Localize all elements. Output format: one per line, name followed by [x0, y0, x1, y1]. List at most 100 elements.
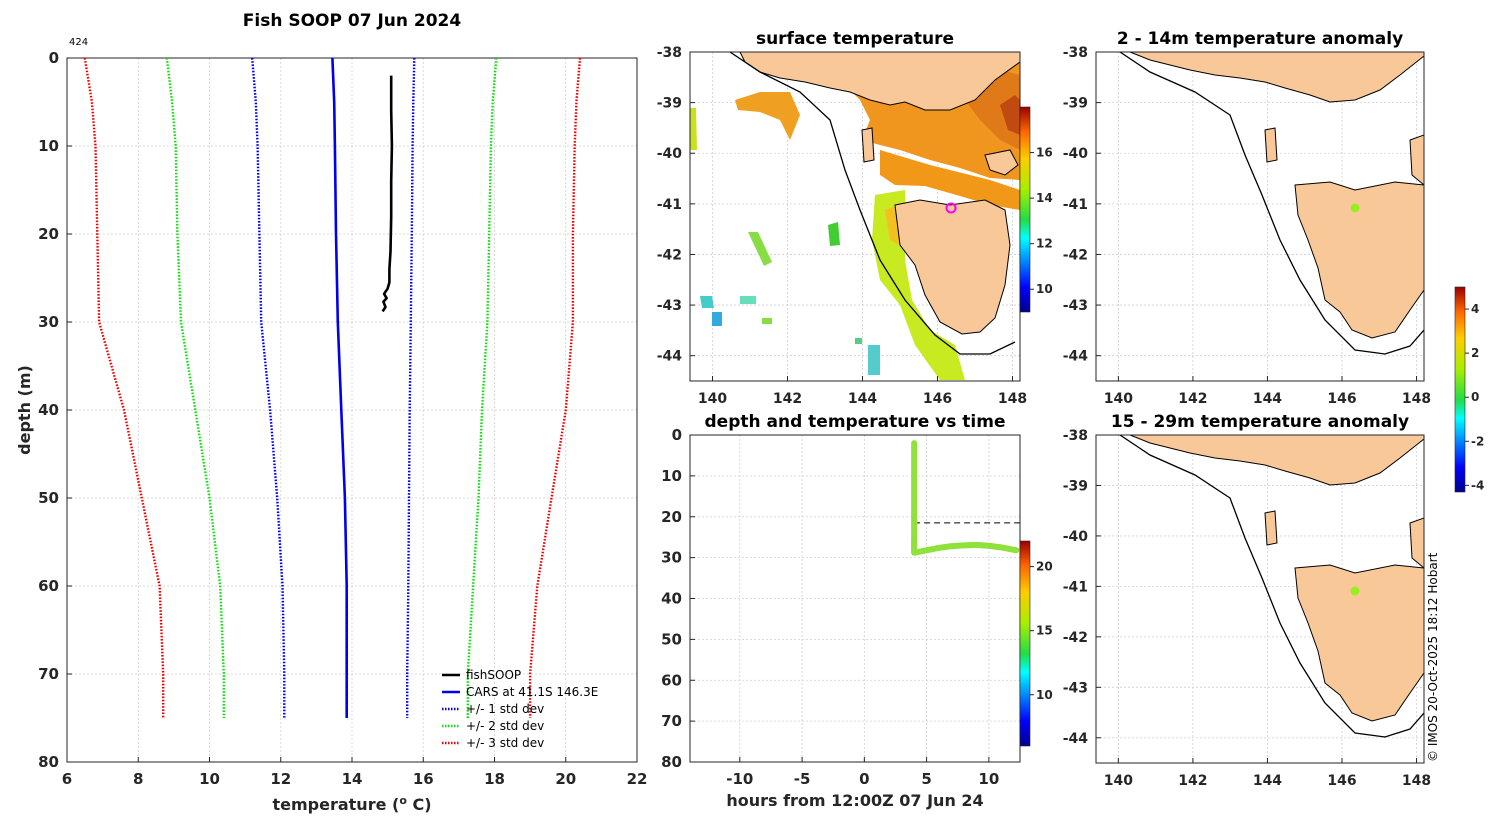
colorbar-tick-label: 10 [1036, 282, 1053, 296]
anomaly-deep-axes-frame [1095, 434, 1425, 764]
anomaly-deep-map [1119, 435, 1424, 738]
flinders-island [1409, 134, 1424, 186]
mainland-australia [1129, 52, 1424, 103]
y-tick-label: -40 [1063, 146, 1089, 162]
x-tick-label: -10 [726, 770, 753, 788]
x-tick-label: 18 [484, 770, 505, 788]
legend-label-cars: CARS at 41.1S 146.3E [466, 685, 598, 699]
tasmania [894, 199, 1011, 335]
profile-series-line-5 [466, 57, 498, 718]
y-tick-label: 50 [661, 630, 682, 648]
mainland-australia [1129, 435, 1424, 486]
anomaly-colorbar-ticks: 4 2 0 -2 -4 [1465, 302, 1484, 492]
colorbar-tick-label: -4 [1471, 478, 1484, 492]
y-tick-label: 20 [661, 508, 682, 526]
x-tick-label: 14 [342, 770, 363, 788]
colorbar-tick-label: 2 [1471, 346, 1479, 360]
profile-title: Fish SOOP 07 Jun 2024 [243, 11, 462, 31]
x-tick-label: 142 [1178, 391, 1207, 407]
x-tick-label: 146 [1327, 391, 1356, 407]
anomaly-deep-panel: 15 - 29m temperature anomaly 140 142 144 14… [1063, 412, 1431, 789]
anomaly-deep-y-ticks: -38 -39 -40 -41 -42 -43 -44 [1063, 428, 1101, 747]
king-island [1264, 127, 1278, 163]
time-grid [690, 434, 1020, 763]
colorbar-tick-label: 10 [1036, 688, 1053, 702]
y-tick-label: -39 [1063, 96, 1088, 112]
x-tick-label: -5 [794, 770, 811, 788]
time-y-ticks: 0 10 20 30 40 50 60 70 80 [661, 426, 695, 771]
x-tick-label: 142 [1178, 773, 1207, 789]
sst-map-panel: surface temperature [657, 29, 1053, 407]
time-colorbar [1019, 540, 1031, 747]
y-tick-label: 10 [38, 137, 59, 155]
colorbar-tick-label: 16 [1036, 146, 1053, 160]
y-tick-label: -43 [1063, 680, 1088, 696]
x-tick-label: 148 [998, 391, 1027, 407]
x-tick-label: 140 [1104, 391, 1133, 407]
time-panel: depth and temperature vs time -10 -5 0 5 10 … [661, 412, 1053, 810]
legend-label-3std: +/- 3 std dev [466, 736, 544, 750]
anomaly-shallow-marker [1350, 203, 1360, 213]
legend-label-2std: +/- 2 std dev [466, 719, 544, 733]
x-tick-label: 5 [921, 770, 931, 788]
x-tick-label: 10 [199, 770, 220, 788]
x-tick-label: 6 [62, 770, 72, 788]
y-tick-label: -43 [1063, 298, 1088, 314]
tasmania [1294, 181, 1424, 339]
sst-patch [735, 92, 800, 140]
profile-series-line-4 [165, 57, 226, 718]
sst-patch [855, 338, 862, 344]
shelf-edge-contour [1119, 435, 1424, 738]
sst-patch [762, 318, 772, 324]
time-colorbar-ticks: 10 15 20 [1030, 560, 1053, 702]
anomaly-deep-x-ticks: 140 142 144 146 148 [1104, 758, 1431, 789]
colorbar-tick-label: 4 [1471, 302, 1479, 316]
sst-patch [700, 296, 714, 308]
y-tick-label: -41 [1063, 197, 1088, 213]
x-tick-label: 10 [978, 770, 999, 788]
sst-patch [748, 232, 772, 266]
colorbar-tick-label: 12 [1036, 237, 1053, 251]
shelf-edge-contour [1119, 52, 1424, 355]
sst-station-marker [945, 202, 957, 214]
x-tick-label: 140 [698, 391, 727, 407]
colorbar-tick-label: -2 [1471, 434, 1484, 448]
anomaly-shallow-y-ticks: -38 -39 -40 -41 -42 -43 -44 [1063, 45, 1101, 365]
profile-series-line-0 [381, 75, 394, 313]
time-track-point [1013, 547, 1020, 554]
y-tick-label: 70 [661, 712, 682, 730]
anomaly-deep-marker [1350, 586, 1360, 596]
legend-label-1std: +/- 1 std dev [466, 702, 544, 716]
colorbar-tick-label: 0 [1471, 390, 1479, 404]
profile-ylabel: depth (m) [15, 365, 34, 455]
y-tick-label: 60 [38, 577, 59, 595]
time-x-ticks: -10 -5 0 5 10 [726, 757, 999, 788]
profile-grid [66, 57, 638, 763]
y-tick-label: 30 [38, 313, 59, 331]
x-tick-label: 144 [1253, 773, 1282, 789]
time-track [911, 440, 1020, 556]
y-tick-label: 0 [49, 49, 59, 67]
profile-series-line-6 [83, 57, 165, 718]
sst-patch [828, 222, 840, 246]
y-tick-label: 40 [661, 590, 682, 608]
sst-x-ticks: 140 142 144 146 148 [698, 376, 1027, 407]
profile-series-line-1 [331, 57, 349, 718]
x-tick-label: 0 [859, 770, 869, 788]
y-tick-label: -44 [1063, 349, 1089, 365]
anomaly-colorbar [1454, 286, 1466, 493]
sst-patch [712, 312, 722, 326]
sst-patch [740, 296, 756, 304]
profile-legend: fishSOOP CARS at 41.1S 146.3E +/- 1 std … [442, 668, 598, 750]
legend-label-fishsoop: fishSOOP [466, 668, 521, 682]
x-tick-label: 22 [627, 770, 648, 788]
profile-xlabel: temperature (o C) [272, 794, 431, 814]
profile-series-line-7 [528, 57, 582, 718]
credit-text: © IMOS 20-Oct-2025 18:12 Hobart [1426, 552, 1440, 762]
profile-series-line-3 [406, 57, 416, 718]
x-tick-label: 148 [1402, 391, 1431, 407]
y-tick-label: -44 [657, 349, 683, 365]
anomaly-shallow-panel: 2 - 14m temperature anomaly 140 142 144 146… [1063, 29, 1431, 407]
y-tick-label: -44 [1063, 731, 1089, 747]
